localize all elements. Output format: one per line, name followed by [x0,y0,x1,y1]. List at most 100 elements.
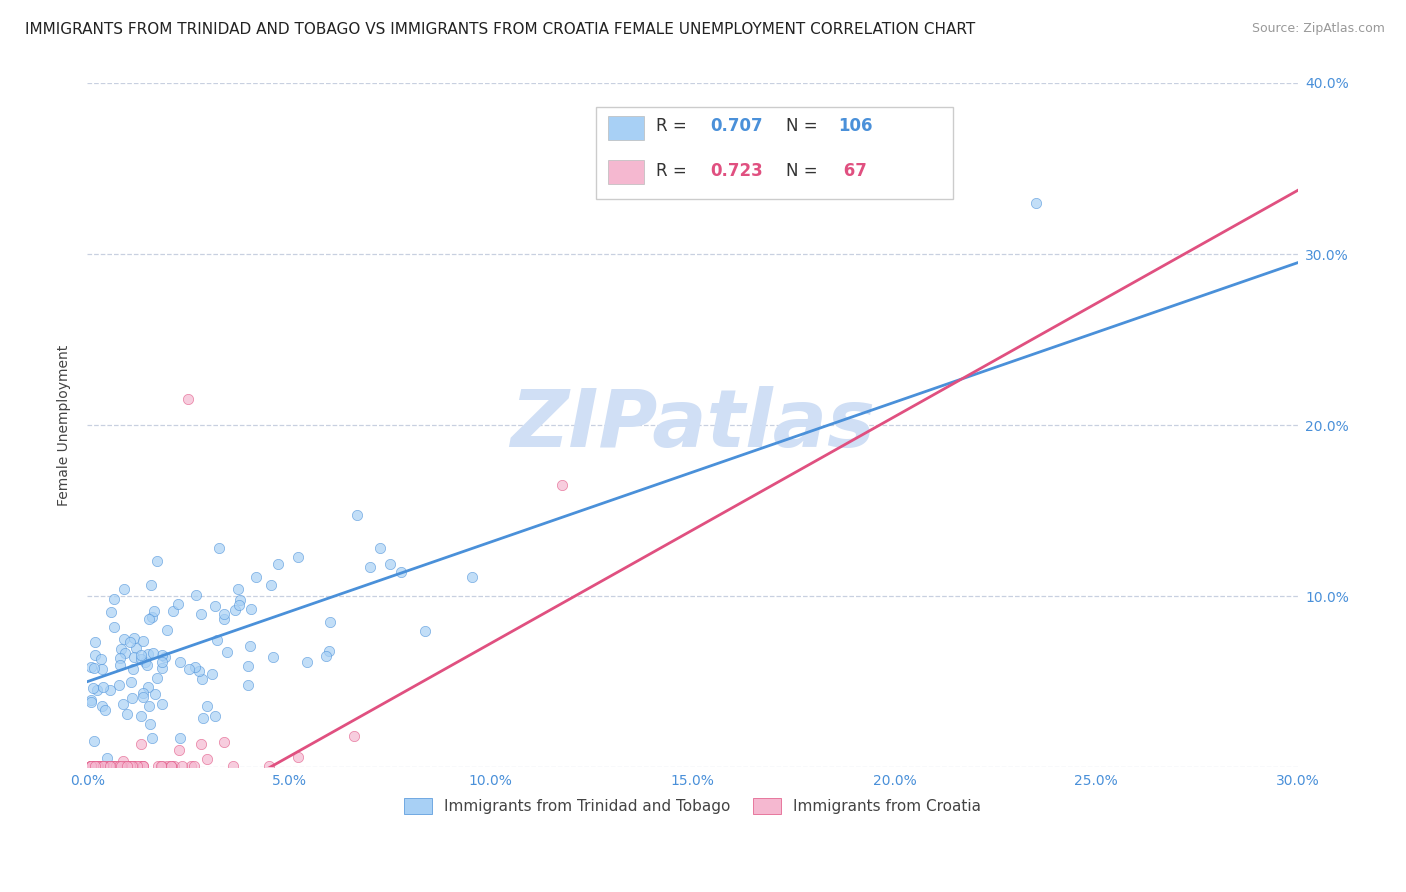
Point [100,605,122,619]
Point [112,754,135,768]
Point [129,737,152,751]
Point [138,612,160,626]
Point [93,758,115,772]
Point [87,758,110,772]
Point [131,686,153,700]
Point [98,758,121,772]
Point [162,758,184,772]
Point [150,655,173,669]
Point [107,678,129,692]
Point [84,758,107,772]
Point [146,554,169,568]
Point [100,758,122,772]
Point [212,611,235,625]
Point [127,758,149,772]
Point [98,758,121,772]
Point [122,649,145,664]
Point [114,758,136,772]
Point [266,558,288,572]
Point [103,758,125,772]
Point [201,666,224,681]
Point [150,697,173,711]
Point [146,758,169,772]
Point [141,731,163,746]
Point [212,607,235,621]
Point [128,758,150,772]
Point [91,680,114,694]
Point [80,693,103,707]
Text: ZIPatlas: ZIPatlas [510,386,875,464]
Point [86,683,108,698]
Point [389,566,412,580]
Point [80,758,103,772]
FancyBboxPatch shape [596,107,953,199]
Point [228,598,250,612]
Text: 0.723: 0.723 [711,161,763,179]
Point [260,578,283,592]
Point [131,758,153,772]
Point [129,709,152,723]
Point [80,695,103,709]
Point [110,642,132,657]
Point [83,758,105,772]
Point [204,599,226,614]
Point [150,758,173,772]
Point [129,648,152,662]
Point [169,655,191,669]
Point [177,392,200,407]
Point [143,687,166,701]
Point [226,582,249,596]
Point [170,758,193,772]
Point [122,631,145,645]
Text: 67: 67 [838,161,866,179]
Point [195,752,218,766]
Point [86,758,108,772]
Point [287,549,309,564]
Point [80,758,103,772]
Point [150,648,173,662]
Point [190,607,212,621]
Point [112,697,135,711]
Point [346,508,368,522]
Text: R =: R = [657,161,692,179]
Point [236,659,259,673]
Point [94,703,117,717]
Point [1025,195,1047,210]
Point [166,597,188,611]
Point [108,658,131,673]
Point [368,541,391,555]
Point [204,708,226,723]
Point [91,758,114,772]
Text: N =: N = [786,161,823,179]
Point [167,743,190,757]
Point [108,758,131,772]
Point [108,758,131,772]
Point [132,758,155,772]
Point [461,570,484,584]
Point [105,758,128,772]
Point [134,655,156,669]
Text: IMMIGRANTS FROM TRINIDAD AND TOBAGO VS IMMIGRANTS FROM CROATIA FEMALE UNEMPLOYME: IMMIGRANTS FROM TRINIDAD AND TOBAGO VS I… [25,22,976,37]
Point [89,758,111,772]
Point [115,706,138,721]
Point [318,615,340,629]
Point [153,650,176,665]
Point [103,620,125,634]
Point [236,678,259,692]
Point [207,541,229,555]
Point [150,758,173,772]
Point [318,643,340,657]
Point [343,729,366,743]
Point [184,589,207,603]
Point [132,758,155,772]
Point [139,578,162,592]
Point [121,758,143,772]
Point [257,758,280,772]
Point [110,758,132,772]
Point [183,758,205,772]
Point [359,560,381,574]
Point [177,662,200,676]
Point [132,690,155,704]
Point [103,592,125,607]
Point [160,758,183,772]
